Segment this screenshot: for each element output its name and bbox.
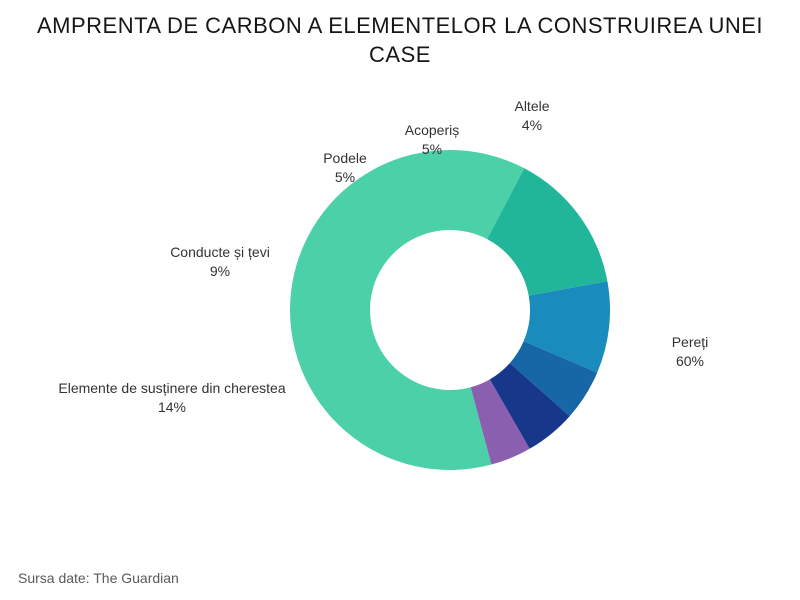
- slice-label: Podele5%: [323, 149, 367, 187]
- source-text: Sursa date: The Guardian: [18, 570, 179, 586]
- slice-label-pct: 9%: [170, 262, 270, 281]
- slice-label: Altele4%: [514, 97, 549, 135]
- slice-label-name: Pereți: [672, 333, 709, 352]
- donut-chart: [290, 150, 610, 470]
- slice-label-pct: 4%: [514, 116, 549, 135]
- slice-label-name: Elemente de susținere din cherestea: [58, 379, 285, 398]
- slice-label-pct: 14%: [58, 398, 285, 417]
- chart-title: AMPRENTA DE CARBON A ELEMENTELOR LA CONS…: [0, 0, 800, 69]
- slice-label-name: Podele: [323, 149, 367, 168]
- slice-label: Conducte și țevi9%: [170, 243, 270, 281]
- slice-label: Pereți60%: [672, 333, 709, 371]
- slice-label: Elemente de susținere din cherestea14%: [58, 379, 285, 417]
- slice-label-name: Conducte și țevi: [170, 243, 270, 262]
- slice-label-name: Acoperiș: [405, 121, 459, 140]
- slice-label-pct: 5%: [405, 140, 459, 159]
- slice-label-pct: 60%: [672, 352, 709, 371]
- chart-area: Pereți60% Elemente de susținere din chere…: [0, 70, 800, 570]
- slice-label-pct: 5%: [323, 168, 367, 187]
- slice-label: Acoperiș5%: [405, 121, 459, 159]
- slice-label-name: Altele: [514, 97, 549, 116]
